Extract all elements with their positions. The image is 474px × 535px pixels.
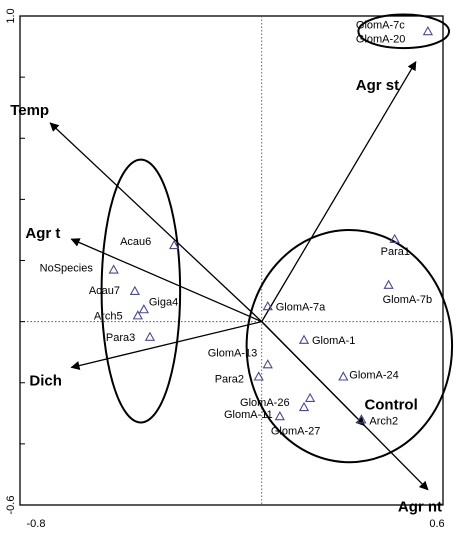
data-point-triangle <box>138 304 150 314</box>
vector-label: Dich <box>29 372 62 389</box>
vector-label: Agr nt <box>398 499 442 516</box>
point-label: Acau7 <box>89 285 120 297</box>
point-label: Acau6 <box>120 236 151 248</box>
vector-label: Agr t <box>25 225 60 242</box>
point-label: GlomA-7c <box>356 19 405 31</box>
data-point-triangle <box>304 392 316 402</box>
point-label: GlomA-7a <box>276 301 326 313</box>
data-point-triangle <box>132 310 143 320</box>
y-tick-label: 1.0 <box>5 8 17 23</box>
data-point-triangle <box>108 264 119 274</box>
point-label: GlomA-7b <box>383 294 433 306</box>
point-label: GlomA-24 <box>349 370 399 382</box>
data-point-triangle <box>253 371 264 381</box>
x-tick-label: -0.8 <box>27 518 46 530</box>
data-point-triangle <box>356 414 367 424</box>
point-label: NoSpecies <box>40 263 94 275</box>
group-ellipse <box>357 13 451 50</box>
data-point-triangle <box>298 334 310 344</box>
data-point-triangle <box>338 371 349 381</box>
data-point-triangle <box>168 239 180 250</box>
point-label: Arch5 <box>94 311 123 323</box>
point-label: GlomA-11 <box>224 409 273 421</box>
vector-arrow <box>70 320 262 370</box>
vector-arrow <box>261 321 429 491</box>
point-label: GlomA-13 <box>208 347 258 359</box>
vector-label: Control <box>364 397 417 414</box>
point-label: Para3 <box>106 332 135 344</box>
data-point-triangle <box>144 331 156 341</box>
point-label: GlomA-26 <box>240 397 290 409</box>
data-point-triangle <box>389 233 400 244</box>
point-label: Para1 <box>381 246 410 258</box>
vector-arrow <box>261 61 417 322</box>
x-tick-label: 0.6 <box>429 518 444 530</box>
data-point-triangle <box>262 359 273 369</box>
point-label: Para2 <box>215 374 244 386</box>
vector-arrow <box>49 122 263 323</box>
vector-label: Temp <box>10 102 49 119</box>
data-point-triangle <box>422 25 434 36</box>
group-ellipse <box>245 228 454 464</box>
point-label: Giga4 <box>149 296 178 308</box>
point-label: GlomA-20 <box>356 33 406 45</box>
vector-label: Agr st <box>356 77 399 94</box>
point-label: GlomA-1 <box>312 335 355 347</box>
y-tick-label: -0.6 <box>5 496 17 515</box>
data-point-triangle <box>274 411 285 421</box>
data-point-triangle <box>262 301 273 311</box>
data-point-triangle <box>129 285 140 295</box>
vector-arrow <box>70 238 262 323</box>
data-point-triangle <box>298 401 310 412</box>
group-ellipse <box>100 158 182 424</box>
data-point-triangle <box>383 279 394 289</box>
point-label: GlomA-27 <box>271 425 321 437</box>
point-label: Arch2 <box>369 415 398 427</box>
